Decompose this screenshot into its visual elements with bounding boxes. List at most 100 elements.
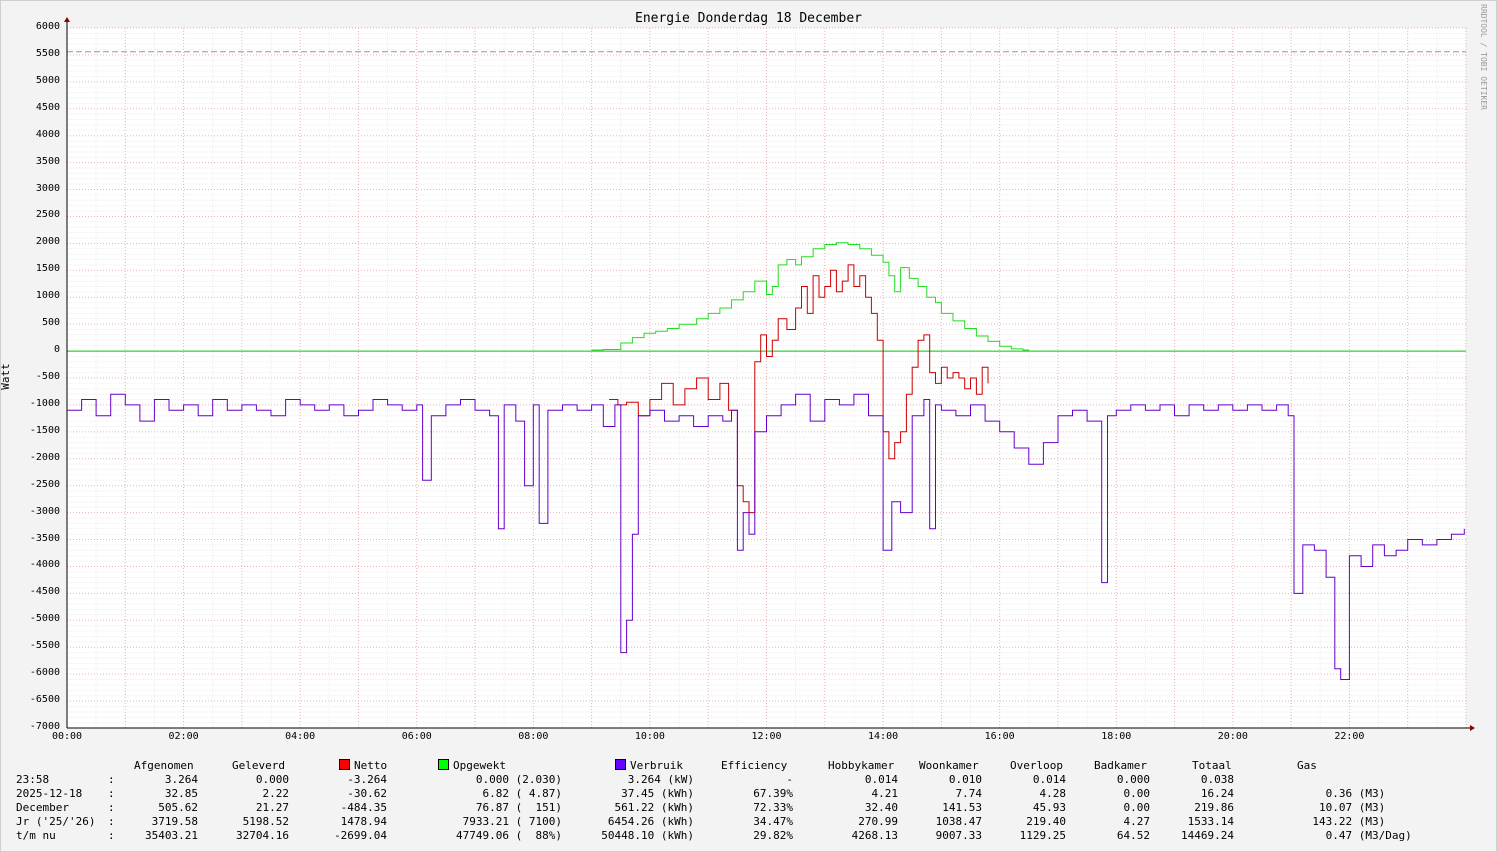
x-tick-label: 02:00 [168, 731, 199, 742]
legend-cell-geleverd: 21.27 [255, 801, 289, 814]
legend-cell-netto: -484.35 [340, 801, 387, 814]
legend-cell-totaal: 219.86 [1194, 801, 1234, 814]
legend-cell-hobbykamer: 270.99 [858, 815, 898, 828]
legend-cell-gas: 10.07 (M3) [1319, 801, 1386, 814]
legend-cell-colon: : [108, 801, 115, 814]
y-tick-label: 1000 [35, 290, 60, 302]
legend-cell-totaal: 16.24 [1200, 787, 1234, 800]
legend-cell-efficiency: 72.33% [753, 801, 793, 814]
legend-cell-label: 23:58 [16, 773, 50, 786]
legend-cell-colon: : [108, 815, 115, 828]
series-line-netto [609, 264, 989, 514]
header-overloop: Overloop [1010, 759, 1063, 772]
legend-cell-badkamer: 0.00 [1123, 801, 1151, 814]
legend-cell-badkamer: 64.52 [1116, 829, 1150, 842]
legend-cell-efficiency: 34.47% [753, 815, 793, 828]
legend-cell-overloop: 4.28 [1039, 787, 1067, 800]
header-opgewekt: Opgewekt [438, 759, 506, 773]
header-opgewekt-label: Opgewekt [453, 759, 506, 772]
header-netto: Netto [339, 759, 387, 773]
header-hobbykamer: Hobbykamer [828, 759, 895, 772]
x-tick-label: 16:00 [984, 731, 1015, 742]
header-afgenomen: Afgenomen [134, 759, 194, 772]
legend-cell-verbruik: 6454.26 (kWh) [607, 815, 694, 828]
legend-cell-hobbykamer: 4268.13 [851, 829, 898, 842]
y-tick-label: 2000 [35, 236, 60, 248]
verbruik-swatch [615, 759, 626, 770]
y-tick-label: -3500 [29, 532, 60, 544]
legend-cell-hobbykamer: 32.40 [864, 801, 898, 814]
y-tick-label: 4500 [35, 101, 60, 113]
y-tick-label: 2500 [35, 209, 60, 221]
x-tick-label: 10:00 [634, 731, 665, 742]
x-tick-label: 22:00 [1334, 731, 1365, 742]
legend-cell-netto: -2699.04 [334, 829, 387, 842]
series-line-verbruik [67, 393, 1465, 680]
legend-cell-label: 2025-12-18 [16, 787, 83, 800]
header-woonkamer: Woonkamer [919, 759, 979, 772]
watermark: RRDTOOL / TOBI OETIKER [1479, 4, 1488, 110]
y-tick-label: -2500 [29, 478, 60, 490]
legend-cell-verbruik: 3.264 (kW) [627, 773, 694, 786]
header-netto-label: Netto [354, 759, 388, 772]
legend-cell-afgenomen: 32.85 [164, 787, 198, 800]
x-tick-label: 08:00 [518, 731, 549, 742]
legend-cell-totaal: 14469.24 [1181, 829, 1234, 842]
y-tick-label: -2000 [29, 451, 60, 463]
header-totaal: Totaal [1192, 759, 1232, 772]
header-gas: Gas [1297, 759, 1317, 772]
legend-cell-opgewekt: 76.87 ( 151) [475, 801, 562, 814]
header-verbruik-label: Verbruik [630, 759, 683, 772]
legend-cell-colon: : [108, 829, 115, 842]
legend-cell-overloop: 45.93 [1032, 801, 1066, 814]
y-tick-label: 1500 [35, 263, 60, 275]
y-tick-label: -5500 [29, 640, 60, 652]
legend-cell-verbruik: 50448.10 (kWh) [601, 829, 694, 842]
legend-cell-geleverd: 0.000 [255, 773, 289, 786]
legend-cell-geleverd: 32704.16 [236, 829, 289, 842]
legend-cell-opgewekt: 7933.21 ( 7100) [462, 815, 562, 828]
y-tick-label: 0 [53, 344, 60, 356]
y-tick-label: -6500 [29, 694, 60, 706]
legend-cell-label: Jr ('25/'26) [16, 815, 96, 828]
x-tick-label: 18:00 [1101, 731, 1132, 742]
y-tick-label: -7000 [29, 721, 60, 732]
legend-cell-gas: 0.36 (M3) [1325, 787, 1386, 800]
legend-cell-label: t/m nu [16, 829, 56, 842]
y-tick-label: 6000 [35, 21, 60, 32]
legend-cell-netto: 1478.94 [340, 815, 387, 828]
x-tick-label: 06:00 [401, 731, 432, 742]
legend-cell-geleverd: 5198.52 [242, 815, 289, 828]
y-axis-arrow [64, 17, 70, 22]
legend-cell-badkamer: 4.27 [1123, 815, 1151, 828]
energy-chart [64, 17, 1475, 731]
x-tick-label: 14:00 [868, 731, 899, 742]
y-tick-label: -500 [35, 371, 60, 382]
legend-cell-woonkamer: 0.010 [948, 773, 982, 786]
legend-cell-efficiency: 29.82% [753, 829, 793, 842]
legend-cell-totaal: 0.038 [1200, 773, 1234, 786]
legend-cell-opgewekt: 6.82 ( 4.87) [482, 787, 562, 800]
y-tick-label: -3000 [29, 505, 60, 517]
y-tick-label: -6000 [29, 667, 60, 679]
y-tick-label: 4000 [35, 128, 60, 140]
legend-cell-efficiency: - [786, 773, 793, 786]
legend-cell-hobbykamer: 4.21 [871, 787, 899, 800]
netto-swatch [339, 759, 350, 770]
y-tick-label: -1000 [29, 397, 60, 409]
series-line-opgewekt [591, 242, 1030, 351]
y-tick-label: -5000 [29, 613, 60, 625]
legend-cell-colon: : [108, 773, 115, 786]
legend-cell-overloop: 1129.25 [1019, 829, 1066, 842]
x-tick-label: 20:00 [1217, 731, 1248, 742]
x-tick-label: 04:00 [285, 731, 316, 742]
y-tick-label: 500 [41, 317, 60, 329]
legend-cell-afgenomen: 3.264 [164, 773, 198, 786]
chart-title: Energie Donderdag 18 December [635, 11, 862, 26]
legend-cell-overloop: 0.014 [1032, 773, 1066, 786]
legend-cell-woonkamer: 1038.47 [935, 815, 982, 828]
header-badkamer: Badkamer [1094, 759, 1147, 772]
x-axis-arrow [1470, 725, 1475, 731]
legend-cell-badkamer: 0.00 [1123, 787, 1151, 800]
y-tick-label: 5000 [35, 74, 60, 86]
